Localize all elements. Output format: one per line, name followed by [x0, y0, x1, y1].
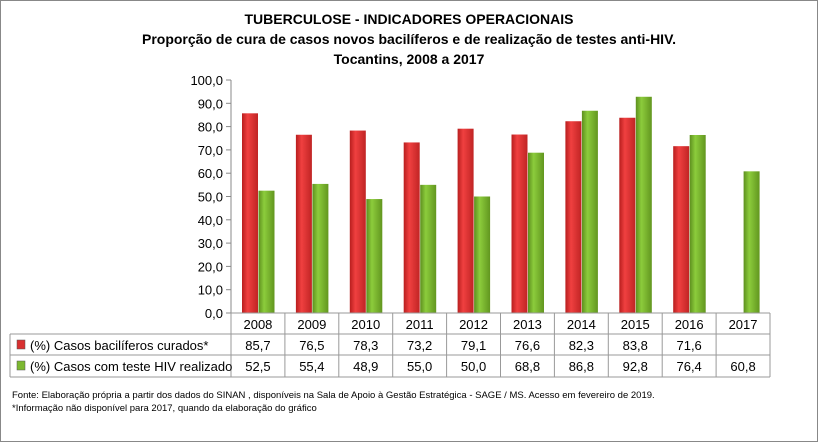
y-tick-label: 40,0 [198, 213, 223, 228]
data-label: 79,1 [461, 338, 486, 353]
bar-hiv-test-2015 [635, 96, 652, 313]
data-label: 76,6 [515, 338, 540, 353]
data-label: 52,5 [245, 359, 270, 374]
y-tick-label: 80,0 [198, 120, 223, 135]
source-footnote: Fonte: Elaboração própria a partir dos d… [12, 390, 655, 401]
data-label: 60,8 [730, 359, 755, 374]
bar-hiv-test-2016 [689, 134, 706, 313]
x-category-label: 2017 [729, 317, 758, 332]
y-tick-label: 10,0 [198, 283, 223, 298]
bar-cured-2010 [349, 130, 366, 313]
x-category-label: 2014 [567, 317, 596, 332]
x-category-label: 2009 [297, 317, 326, 332]
bar-hiv-test-2011 [420, 184, 437, 313]
x-category-label: 2016 [675, 317, 704, 332]
x-category-label: 2008 [243, 317, 272, 332]
legend-label-hiv-test: (%) Casos com teste HIV realizado [30, 359, 232, 374]
y-tick-label: 60,0 [198, 166, 223, 181]
y-tick-label: 70,0 [198, 143, 223, 158]
data-label: 85,7 [245, 338, 270, 353]
data-label: 55,0 [407, 359, 432, 374]
chart-subtitle-2: Tocantins, 2008 a 2017 [333, 51, 485, 67]
x-category-label: 2010 [351, 317, 380, 332]
bar-cured-2012 [457, 128, 474, 313]
legend-swatch-cured [16, 339, 26, 350]
bar-hiv-test-2008 [258, 190, 275, 313]
data-label: 50,0 [461, 359, 486, 374]
bar-hiv-test-2014 [581, 110, 598, 313]
data-label: 86,8 [569, 359, 594, 374]
bar-cured-2009 [295, 134, 312, 313]
x-category-label: 2012 [459, 317, 488, 332]
y-tick-label: 30,0 [198, 236, 223, 251]
bar-hiv-test-2017 [743, 171, 760, 313]
x-category-label: 2013 [513, 317, 542, 332]
data-label: 83,8 [623, 338, 648, 353]
y-tick-label: 20,0 [198, 259, 223, 274]
chart-subtitle: Proporção de cura de casos novos bacilíf… [141, 31, 677, 47]
availability-footnote: *Informação não disponível para 2017, qu… [12, 403, 317, 414]
x-category-label: 2011 [406, 317, 434, 332]
data-label: 55,4 [299, 359, 324, 374]
data-label: 71,6 [676, 338, 701, 353]
bar-cured-2011 [403, 142, 420, 313]
data-label: 76,4 [676, 359, 701, 374]
bar-hiv-test-2009 [312, 183, 329, 313]
data-label: 73,2 [407, 338, 432, 353]
legend-swatch-hiv-test [16, 360, 26, 371]
data-label: 68,8 [515, 359, 540, 374]
chart-title: TUBERCULOSE - INDICADORES OPERACIONAIS [244, 11, 574, 27]
bar-cured-2013 [511, 134, 528, 313]
y-tick-label: 100,0 [190, 73, 223, 88]
bar-hiv-test-2010 [366, 199, 383, 313]
bar-hiv-test-2013 [528, 152, 544, 313]
y-tick-label: 0,0 [205, 306, 223, 321]
data-label: 48,9 [353, 359, 378, 374]
y-tick-label: 50,0 [198, 190, 223, 205]
data-label: 92,8 [623, 359, 648, 374]
bar-cured-2015 [619, 117, 636, 313]
data-label: 76,5 [299, 338, 324, 353]
bar-cured-2016 [673, 146, 690, 313]
bar-cured-2008 [242, 113, 258, 313]
data-label: 78,3 [353, 338, 378, 353]
bar-cured-2014 [565, 121, 582, 313]
y-tick-label: 90,0 [198, 96, 223, 111]
data-label: 82,3 [569, 338, 594, 353]
bar-hiv-test-2012 [474, 196, 491, 313]
x-category-label: 2015 [621, 317, 650, 332]
legend-label-cured: (%) Casos bacilíferos curados* [30, 338, 208, 353]
